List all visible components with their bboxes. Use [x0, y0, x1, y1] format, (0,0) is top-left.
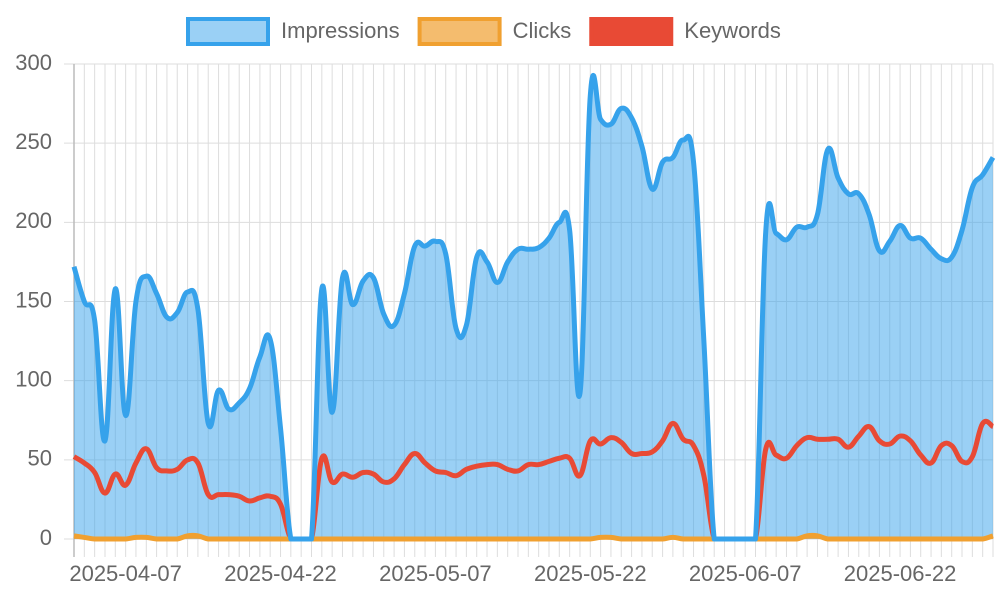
y-tick-label: 300: [15, 50, 52, 75]
x-tick-label: 2025-05-22: [534, 561, 647, 586]
x-tick-label: 2025-06-07: [689, 561, 802, 586]
y-tick-label: 50: [28, 446, 52, 471]
legend-label: Keywords: [684, 18, 781, 43]
line: [71, 72, 996, 542]
line: [72, 418, 995, 542]
legend-swatch: [589, 17, 674, 46]
legend-swatch: [417, 17, 502, 46]
legend-label: Impressions: [281, 18, 400, 43]
y-tick-label: 100: [15, 366, 52, 391]
y-tick-label: 0: [40, 525, 52, 550]
legend-swatch: [186, 17, 270, 46]
x-tick-label: 2025-06-22: [844, 561, 957, 586]
x-tick-label: 2025-05-07: [379, 561, 492, 586]
y-tick-label: 200: [15, 208, 52, 233]
line: [73, 532, 994, 542]
x-tick-label: 2025-04-07: [69, 561, 182, 586]
y-tick-label: 150: [15, 287, 52, 312]
x-tick-label: 2025-04-22: [224, 561, 337, 586]
area: [74, 75, 993, 539]
legend-label: Clicks: [513, 18, 572, 43]
y-tick-label: 250: [15, 129, 52, 154]
